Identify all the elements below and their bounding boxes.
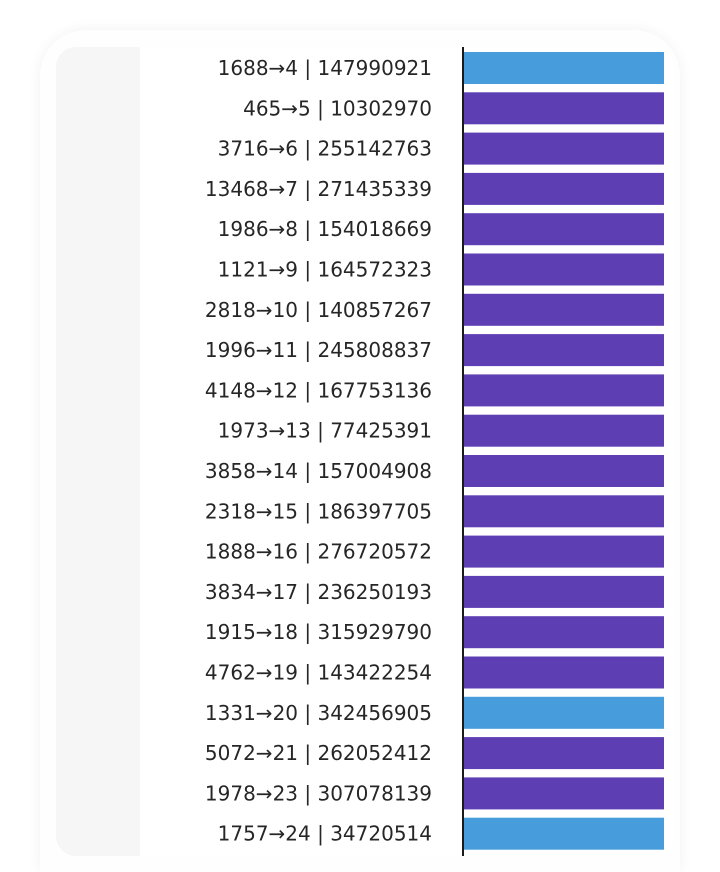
- tick-label: 1915→18 | 315929790: [205, 620, 432, 644]
- tick-label: 465→5 | 10302970: [243, 96, 432, 120]
- bar: [463, 656, 664, 689]
- bar: [463, 575, 664, 608]
- tick-label: 1331→20 | 342456905: [205, 701, 432, 725]
- bar: [463, 737, 664, 770]
- bar: [463, 293, 664, 326]
- tick-label: 1121→9 | 164572323: [218, 258, 432, 282]
- tick-label: 1757→24 | 34720514: [218, 822, 432, 846]
- tick-label: 2818→10 | 140857267: [205, 298, 432, 322]
- tick-label: 1888→16 | 276720572: [205, 540, 432, 564]
- bar: [463, 817, 664, 850]
- bar: [463, 374, 664, 407]
- bar: [463, 455, 664, 487]
- tick-label: 1973→13 | 77425391: [218, 419, 432, 443]
- label-gutter: [56, 47, 140, 856]
- tick-label: 5072→21 | 262052412: [205, 741, 432, 765]
- tick-labels-group: 1688→4 | 147990921 465→5 | 10302970 3716→6…: [205, 56, 432, 846]
- tick-label: 3858→14 | 157004908: [205, 459, 432, 483]
- bar: [463, 253, 664, 286]
- bar: [463, 213, 664, 246]
- bar: [463, 777, 664, 810]
- bar: [463, 696, 664, 729]
- tick-label: 3716→6 | 255142763: [218, 137, 432, 161]
- bar: [463, 414, 664, 447]
- bar: [463, 334, 664, 367]
- tick-label: 1986→8 | 154018669: [218, 217, 432, 241]
- tick-label: 2318→15 | 186397705: [205, 499, 432, 523]
- bar: [463, 616, 664, 649]
- bar: [463, 172, 664, 205]
- tick-label: 4148→12 | 167753136: [205, 378, 432, 402]
- tick-label: 1996→11 | 245808837: [205, 338, 432, 362]
- tick-label: 13468→7 | 271435339: [205, 177, 432, 201]
- bar: [463, 52, 664, 84]
- tick-label: 3834→17 | 236250193: [205, 580, 432, 604]
- bar: [463, 535, 664, 568]
- bar: [463, 92, 664, 125]
- bar: [463, 495, 664, 528]
- tick-label: 1978→23 | 307078139: [205, 781, 432, 805]
- bar: [463, 132, 664, 165]
- tick-label: 4762→19 | 143422254: [205, 661, 432, 685]
- bars-group: [463, 52, 664, 850]
- tick-label: 1688→4 | 147990921: [218, 56, 432, 80]
